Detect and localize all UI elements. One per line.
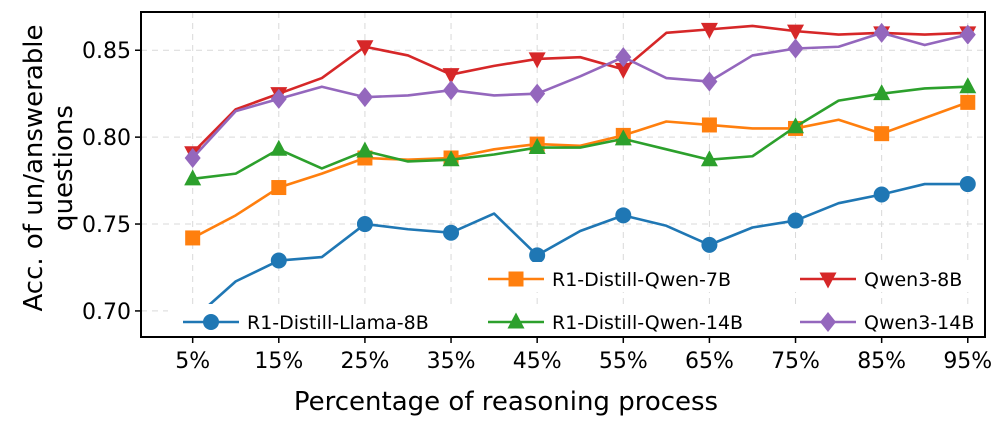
axis-ticks: 5% 15% 25% 35% 45% 55% 65% 75% 85% 95% 0.70 0.75 0.8… bbox=[82, 39, 992, 374]
series-qwen3-14b bbox=[184, 22, 976, 168]
x-tick-label: 5% bbox=[175, 349, 210, 374]
data-point-qwen3-8b bbox=[528, 52, 546, 69]
data-point-qwen3-14b bbox=[615, 47, 632, 68]
plot-frame bbox=[140, 11, 986, 338]
series-r1-distill-llama-8b bbox=[184, 176, 976, 328]
data-point-r1-distill-qwen-7b bbox=[185, 230, 201, 246]
x-tick-label: 65% bbox=[685, 349, 734, 374]
series-line-qwen3-8b bbox=[191, 24, 968, 154]
x-tick-label: 25% bbox=[340, 349, 389, 374]
y-tick-label: 0.70 bbox=[82, 300, 131, 325]
x-tick-label: 35% bbox=[427, 349, 476, 374]
y-tick-label: 0.85 bbox=[82, 39, 131, 64]
y-tick-label: 0.75 bbox=[82, 213, 131, 238]
series-layer bbox=[184, 22, 977, 328]
data-point-r1-distill-qwen-14b bbox=[270, 139, 288, 156]
series-r1-distill-qwen-14b bbox=[184, 77, 977, 186]
legend-label: R1-Distill-Qwen-14B bbox=[552, 312, 743, 334]
data-point-qwen3-14b bbox=[184, 147, 201, 168]
series-line-r1-distill-llama-8b bbox=[191, 182, 968, 321]
data-point-r1-distill-qwen-14b bbox=[528, 138, 546, 155]
data-point-r1-distill-llama-8b bbox=[529, 247, 546, 264]
x-tick-label: 45% bbox=[513, 349, 562, 374]
x-tick-label: 85% bbox=[857, 349, 906, 374]
legend-label: R1-Distill-Llama-8B bbox=[247, 312, 429, 334]
y-axis-label-line-1: Acc. of un/answerable bbox=[19, 24, 49, 311]
data-point-r1-distill-llama-8b bbox=[787, 212, 804, 229]
legend-marker-qwen3-8b bbox=[819, 272, 837, 289]
data-point-qwen3-8b bbox=[700, 22, 718, 39]
legend-item-r1-distill-qwen-7b: R1-Distill-Qwen-7B bbox=[488, 269, 731, 291]
data-point-qwen3-8b bbox=[442, 68, 460, 85]
data-point-r1-distill-qwen-7b bbox=[960, 94, 976, 110]
data-point-r1-distill-llama-8b bbox=[356, 216, 373, 233]
x-tick-label: 55% bbox=[599, 349, 648, 374]
series-line-r1-distill-qwen-7b bbox=[192, 101, 969, 240]
legend-marker-r1-distill-qwen-7b bbox=[508, 271, 524, 287]
data-point-r1-distill-qwen-14b bbox=[184, 169, 202, 186]
legend-background-row-2 bbox=[168, 304, 983, 336]
data-point-qwen3-14b bbox=[443, 80, 460, 101]
legend-label: Qwen3-14B bbox=[864, 312, 974, 334]
data-point-r1-distill-llama-8b bbox=[615, 207, 632, 224]
x-axis-label: Percentage of reasoning process bbox=[294, 387, 718, 417]
data-point-r1-distill-qwen-7b bbox=[271, 180, 287, 196]
data-point-r1-distill-llama-8b bbox=[701, 236, 718, 253]
legend: R1-Distill-Qwen-7B Qwen3-8B R1-Distill-Lla… bbox=[168, 262, 983, 336]
data-point-r1-distill-qwen-14b bbox=[614, 129, 632, 146]
legend-item-r1-distill-llama-8b: R1-Distill-Llama-8B bbox=[183, 312, 429, 334]
y-axis-label-group: Acc. of un/answerable questions bbox=[19, 24, 79, 311]
data-point-qwen3-8b bbox=[787, 24, 805, 41]
legend-item-qwen3-14b: Qwen3-14B bbox=[800, 312, 974, 334]
data-point-qwen3-14b bbox=[529, 83, 546, 104]
data-point-r1-distill-qwen-7b bbox=[874, 126, 890, 142]
x-tick-label: 95% bbox=[943, 349, 992, 374]
data-point-r1-distill-qwen-7b bbox=[701, 117, 717, 133]
data-point-qwen3-14b bbox=[356, 87, 373, 108]
data-point-qwen3-14b bbox=[701, 71, 718, 92]
data-point-qwen3-8b bbox=[614, 62, 632, 79]
data-point-qwen3-8b bbox=[356, 40, 374, 57]
legend-label: R1-Distill-Qwen-7B bbox=[552, 269, 731, 291]
data-point-r1-distill-qwen-14b bbox=[959, 77, 977, 94]
legend-item-r1-distill-qwen-14b: R1-Distill-Qwen-14B bbox=[488, 312, 743, 334]
data-point-r1-distill-llama-8b bbox=[959, 176, 976, 193]
data-point-r1-distill-qwen-14b bbox=[787, 117, 805, 134]
data-point-r1-distill-llama-8b bbox=[443, 224, 460, 241]
data-point-qwen3-14b bbox=[959, 24, 976, 45]
data-point-r1-distill-llama-8b bbox=[270, 252, 287, 269]
x-tick-label: 15% bbox=[254, 349, 303, 374]
x-tick-label: 75% bbox=[771, 349, 820, 374]
y-tick-label: 0.80 bbox=[82, 126, 131, 151]
data-point-r1-distill-qwen-14b bbox=[442, 150, 460, 167]
series-line-qwen3-14b bbox=[191, 31, 969, 159]
legend-marker-r1-distill-qwen-14b bbox=[507, 312, 525, 329]
data-point-qwen3-14b bbox=[873, 22, 890, 43]
legend-label: Qwen3-8B bbox=[864, 269, 962, 291]
legend-marker-r1-distill-llama-8b bbox=[203, 314, 219, 330]
data-point-r1-distill-llama-8b bbox=[873, 186, 890, 203]
series-line-r1-distill-qwen-14b bbox=[192, 85, 968, 181]
data-point-qwen3-14b bbox=[787, 38, 804, 59]
legend-item-qwen3-8b: Qwen3-8B bbox=[800, 269, 962, 291]
legend-background-row-1 bbox=[465, 262, 983, 292]
data-point-r1-distill-qwen-14b bbox=[700, 150, 718, 167]
y-axis-label-line-2: questions bbox=[49, 105, 79, 231]
legend-marker-qwen3-14b bbox=[820, 312, 836, 332]
data-point-r1-distill-qwen-14b bbox=[356, 141, 374, 158]
data-point-qwen3-14b bbox=[270, 88, 287, 109]
data-point-r1-distill-qwen-14b bbox=[873, 84, 891, 101]
